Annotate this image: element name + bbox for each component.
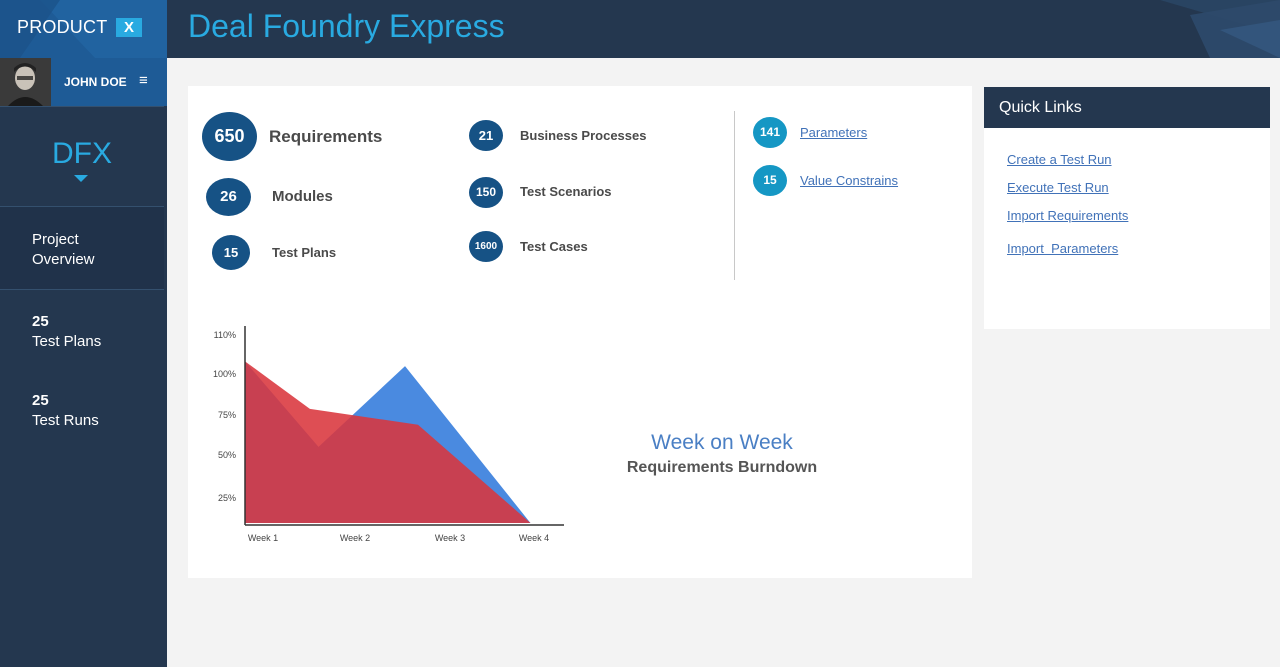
sidebar-item-label: Overview — [32, 251, 95, 268]
parameters-link[interactable]: Parameters — [800, 125, 868, 140]
modules-count-badge: 26 — [206, 178, 251, 216]
user-bar: JOHN DOE ≡ — [0, 58, 167, 106]
sidebar-item-project-overview[interactable]: Project Overview — [32, 230, 95, 270]
chart-series-group — [245, 361, 531, 523]
create-test-run-link[interactable]: Create a Test Run — [1007, 152, 1112, 167]
brand-name: PRODUCT — [17, 17, 108, 37]
sidebar-item-test-plans[interactable]: 25 Test Plans — [32, 312, 101, 352]
app-title: Deal Foundry Express — [188, 8, 505, 44]
x-tick-label: Week 2 — [340, 533, 370, 543]
avatar-image — [0, 58, 51, 106]
sidebar-item-label: Test Plans — [32, 333, 102, 350]
modules-label: Modules — [272, 188, 333, 205]
import-parameters-link[interactable]: Import Parameters — [1007, 241, 1119, 256]
test-plans-count-badge: 15 — [212, 235, 250, 270]
import-requirements-link[interactable]: Import Requirements — [1007, 208, 1129, 223]
test-scenarios-count-badge: 150 — [469, 177, 503, 208]
business-processes-count-badge: 21 — [469, 120, 503, 151]
x-tick-label: Week 1 — [248, 533, 278, 543]
x-tick-labels: Week 1 Week 2 Week 3 Week 4 — [248, 533, 549, 543]
sidebar-divider — [0, 206, 164, 207]
chart-subtitle: Requirements Burndown — [626, 459, 818, 476]
y-tick-labels: 25% 50% 75% 100% 110% — [213, 330, 236, 503]
sidebar-item-count: 25 — [32, 392, 49, 409]
sidebar — [0, 0, 167, 667]
caret-down-icon[interactable] — [74, 175, 88, 182]
sidebar-item-test-runs[interactable]: 25 Test Runs — [32, 391, 99, 431]
value-constrains-link[interactable]: Value Constrains — [800, 173, 899, 188]
business-processes-label: Business Processes — [520, 128, 647, 143]
burndown-chart: 25%50%75%100%110% Week 1 Week 2 Week 3 Week… — [213, 326, 564, 543]
quick-links-panel: Quick Links Create a Test Run Execute Te… — [984, 87, 1270, 329]
brand-badge: X — [116, 18, 142, 37]
parameters-count-badge: 141 — [753, 117, 787, 148]
sidebar-divider — [0, 289, 164, 290]
avatar[interactable] — [0, 58, 51, 106]
test-scenarios-label: Test Scenarios — [520, 184, 612, 199]
user-name[interactable]: JOHN DOE — [64, 75, 127, 89]
hamburger-menu-icon[interactable]: ≡ — [139, 72, 148, 89]
top-bar: Deal Foundry Express — [167, 0, 1280, 58]
y-tick-label: 25% — [218, 493, 236, 503]
project-short-name: DFX — [52, 137, 112, 170]
sidebar-item-label: Test Runs — [32, 412, 99, 429]
value-constrains-count-badge: 15 — [753, 165, 787, 196]
sidebar-active-highlight — [0, 207, 164, 289]
requirements-label: Requirements — [269, 127, 383, 146]
x-tick-label: Week 3 — [435, 533, 465, 543]
brand-background-facet — [0, 0, 167, 58]
requirements-count-badge: 650 — [202, 112, 257, 161]
sidebar-divider — [0, 106, 164, 107]
decorative-facets — [1160, 0, 1280, 58]
y-tick-label: 75% — [218, 410, 236, 420]
x-tick-label: Week 4 — [519, 533, 549, 543]
chart-title: Week on Week — [651, 431, 793, 454]
brand-header: PRODUCT X — [0, 0, 167, 58]
sidebar-item-count: 25 — [32, 313, 49, 330]
quick-links-title: Quick Links — [984, 87, 1270, 128]
y-tick-label: 110% — [214, 330, 236, 340]
sidebar-item-label: Project — [32, 231, 79, 248]
test-plans-label: Test Plans — [272, 245, 337, 260]
test-cases-label: Test Cases — [520, 239, 588, 254]
y-tick-label: 100% — [213, 369, 236, 379]
y-tick-label: 50% — [218, 450, 236, 460]
stats-divider — [734, 111, 735, 280]
execute-test-run-link[interactable]: Execute Test Run — [1007, 180, 1109, 195]
test-cases-count-badge: 1600 — [469, 231, 503, 262]
chart-area-series-2 — [245, 361, 531, 523]
